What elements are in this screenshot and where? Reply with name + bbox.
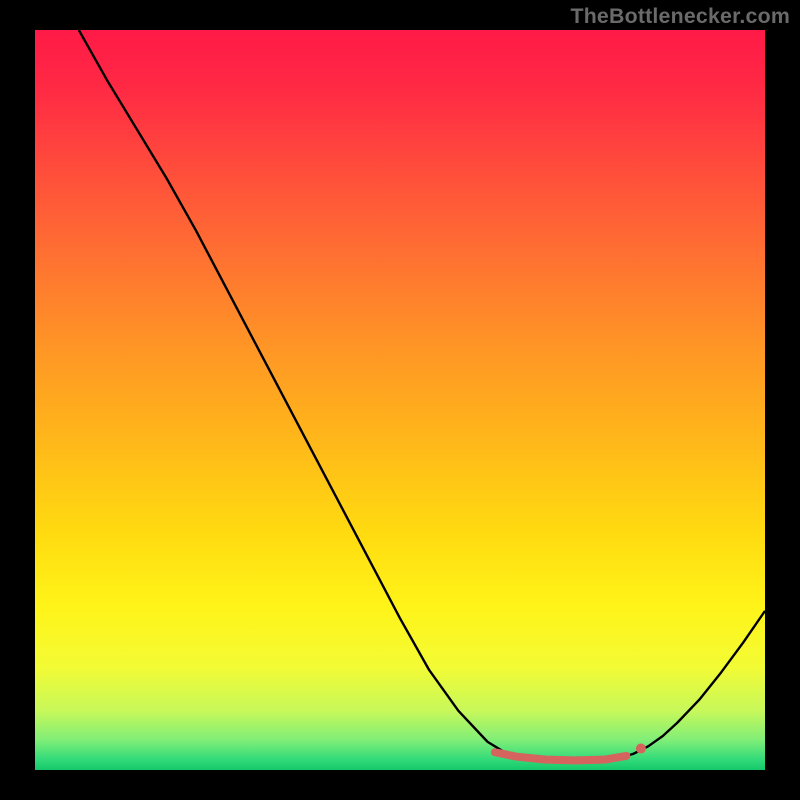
chart-frame: TheBottlenecker.com [0, 0, 800, 800]
optimal-range-band [495, 752, 626, 760]
optimal-range-end-marker [636, 744, 646, 754]
watermark-text: TheBottlenecker.com [570, 4, 790, 29]
bottleneck-curve [79, 30, 765, 761]
chart-overlay [0, 0, 800, 800]
